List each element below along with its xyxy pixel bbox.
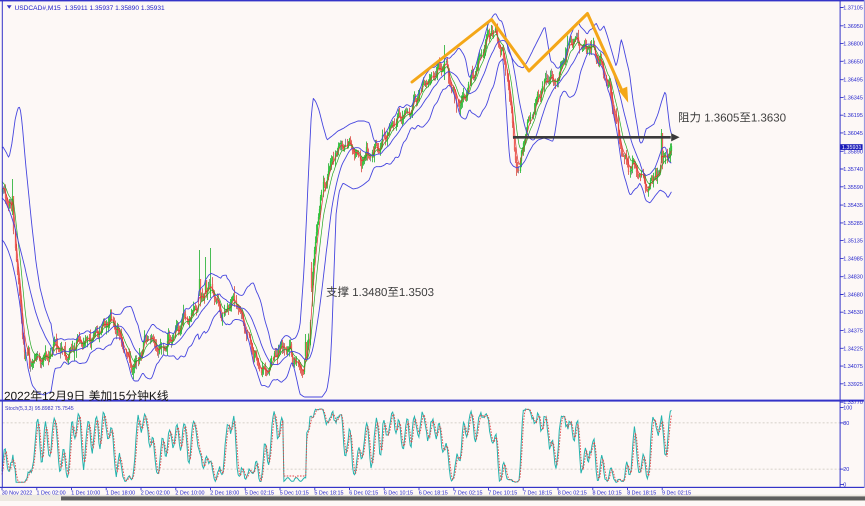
- svg-text:1.34530: 1.34530: [843, 310, 863, 316]
- svg-text:1.37105: 1.37105: [843, 6, 863, 12]
- svg-text:1.35435: 1.35435: [843, 203, 863, 209]
- svg-text:1.33925: 1.33925: [843, 382, 863, 388]
- svg-text:1.36195: 1.36195: [843, 113, 863, 119]
- svg-text:1.34830: 1.34830: [843, 275, 863, 281]
- svg-text:USDCAD#,M15 1.35911 1.35937 1: USDCAD#,M15 1.35911 1.35937 1.35890 1.35…: [15, 5, 166, 12]
- svg-text:30 Nov 2022: 30 Nov 2022: [2, 490, 33, 496]
- svg-text:7 Dec 18:15: 7 Dec 18:15: [523, 490, 552, 496]
- svg-text:1.36345: 1.36345: [843, 95, 863, 101]
- svg-text:6 Dec 02:15: 6 Dec 02:15: [349, 490, 378, 496]
- svg-text:1.34680: 1.34680: [843, 293, 863, 299]
- svg-text:1.36950: 1.36950: [843, 24, 863, 30]
- svg-text:1 Dec 02:00: 1 Dec 02:00: [37, 490, 66, 496]
- svg-text:1.36045: 1.36045: [843, 131, 863, 137]
- svg-text:7 Dec 02:15: 7 Dec 02:15: [453, 490, 482, 496]
- svg-text:0: 0: [843, 483, 846, 489]
- svg-text:8 Dec 18:15: 8 Dec 18:15: [627, 490, 656, 496]
- svg-text:2 Dec 10:00: 2 Dec 10:00: [175, 490, 204, 496]
- svg-text:8 Dec 10:15: 8 Dec 10:15: [593, 490, 622, 496]
- svg-text:1.35890: 1.35890: [843, 149, 863, 155]
- svg-text:8 Dec 02:15: 8 Dec 02:15: [558, 490, 587, 496]
- svg-text:1.35931: 1.35931: [842, 145, 862, 151]
- svg-text:1.35590: 1.35590: [843, 185, 863, 191]
- svg-text:5 Dec 18:15: 5 Dec 18:15: [314, 490, 343, 496]
- svg-text:1.35740: 1.35740: [843, 167, 863, 173]
- svg-text:2 Dec 02:00: 2 Dec 02:00: [141, 490, 170, 496]
- svg-text:6 Dec 18:15: 6 Dec 18:15: [419, 490, 448, 496]
- svg-text:9 Dec 02:15: 9 Dec 02:15: [662, 490, 691, 496]
- svg-text:1 Dec 10:00: 1 Dec 10:00: [71, 490, 100, 496]
- svg-text:1.35285: 1.35285: [843, 221, 863, 227]
- svg-text:20: 20: [843, 467, 849, 473]
- svg-text:1.35135: 1.35135: [843, 239, 863, 245]
- svg-text:5 Dec 10:15: 5 Dec 10:15: [280, 490, 309, 496]
- svg-text:1.33770: 1.33770: [843, 400, 863, 406]
- svg-text:2 Dec 18:00: 2 Dec 18:00: [210, 490, 239, 496]
- svg-text:Stoch(5,3,3) 95.8982 75.7545: Stoch(5,3,3) 95.8982 75.7545: [5, 406, 74, 412]
- svg-text:1.34225: 1.34225: [843, 346, 863, 352]
- svg-text:1.36495: 1.36495: [843, 78, 863, 84]
- svg-text:100: 100: [843, 406, 852, 412]
- svg-text:1.34075: 1.34075: [843, 364, 863, 370]
- svg-text:7 Dec 10:15: 7 Dec 10:15: [488, 490, 517, 496]
- svg-text:1.34375: 1.34375: [843, 329, 863, 335]
- svg-text:1.36800: 1.36800: [843, 42, 863, 48]
- svg-text:80: 80: [843, 421, 849, 427]
- svg-text:6 Dec 10:15: 6 Dec 10:15: [384, 490, 413, 496]
- svg-text:1.36650: 1.36650: [843, 59, 863, 65]
- svg-text:5 Dec 02:15: 5 Dec 02:15: [245, 490, 274, 496]
- svg-text:1.34985: 1.34985: [843, 256, 863, 262]
- svg-text:1 Dec 18:00: 1 Dec 18:00: [106, 490, 135, 496]
